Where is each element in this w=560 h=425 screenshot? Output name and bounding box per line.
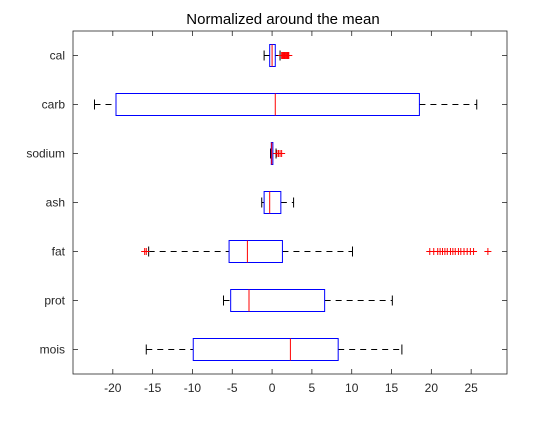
outlier-point [278,150,286,157]
x-tick-label: 25 [464,381,478,395]
outlier-point [484,248,492,255]
plot-area [72,30,508,375]
box-group-sodium: sodium [26,142,507,165]
x-tick-label: 0 [269,381,276,395]
x-tick-label: 15 [385,381,399,395]
outlier-point [285,52,293,59]
outlier-point [142,248,150,255]
category-label: fat [52,245,66,259]
outlier-point [470,248,478,255]
box-group-fat: fat [52,240,507,263]
iqr-box [263,191,282,214]
category-label: ash [46,196,65,210]
box-group-carb: carb [42,93,507,116]
iqr-box [228,240,283,263]
iqr-box [115,93,420,116]
box-group-prot: prot [44,289,507,312]
category-label: sodium [26,147,65,161]
x-tick-label: -5 [227,381,238,395]
category-label: prot [44,294,65,308]
chart-title: Normalized around the mean [186,11,379,28]
iqr-box [192,338,339,361]
x-tick-label: -20 [104,381,122,395]
category-label: mois [40,343,65,357]
box-group-mois: mois [40,338,507,361]
iqr-box [230,289,326,312]
x-tick-label: 10 [345,381,359,395]
category-label: carb [42,98,66,112]
x-tick-label: 5 [309,381,316,395]
plot-marks: -20 -15 -10 -5 0 5 10 15 20 25 cal carb sodium ash fat… [26,31,507,395]
x-tick-label: -10 [184,381,202,395]
box-group-ash: ash [46,191,507,214]
box-group-cal: cal [50,44,507,67]
x-tick-label: 20 [425,381,439,395]
x-tick-label: -15 [144,381,162,395]
category-label: cal [50,49,65,63]
